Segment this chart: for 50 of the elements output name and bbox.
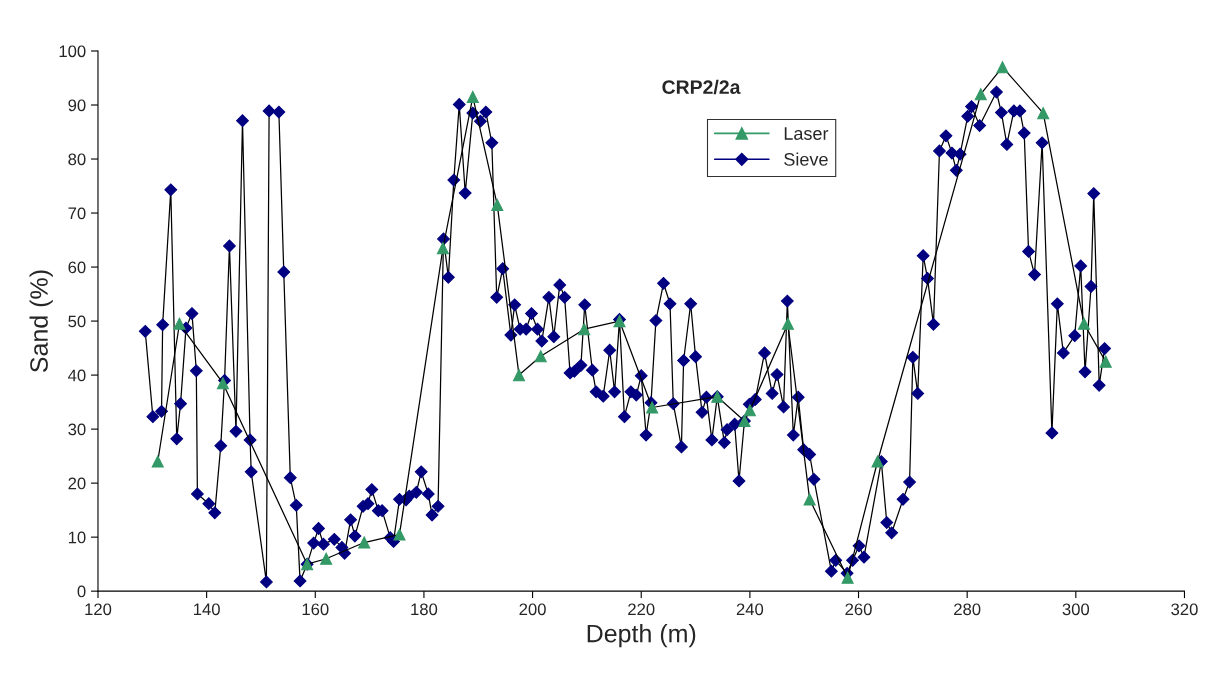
y-tick-label: 40: [68, 369, 86, 382]
x-tick-label: 300: [1062, 603, 1090, 616]
y-tick-label: 0: [77, 585, 86, 598]
point: [841, 571, 854, 584]
point: [646, 401, 659, 414]
point: [871, 455, 884, 468]
point: [1077, 317, 1091, 330]
x-tick-label: 220: [628, 603, 655, 616]
y-tick-label: 80: [68, 153, 86, 166]
point: [320, 552, 333, 565]
point: [974, 88, 987, 101]
point: [743, 404, 756, 417]
point: [358, 536, 371, 549]
x-tick-label: 140: [194, 603, 220, 616]
point: [216, 377, 230, 390]
y-tick-label: 60: [68, 261, 86, 274]
point: [578, 323, 591, 336]
y-tick-label: 70: [68, 207, 86, 220]
point: [996, 61, 1009, 74]
legend-label: Laser: [784, 127, 829, 140]
point: [173, 317, 186, 330]
point: [151, 455, 164, 468]
text: CRP2/2a: [662, 79, 741, 95]
point: [1037, 107, 1050, 120]
x-tick-label: 280: [954, 603, 981, 616]
y-tick-label: 10: [68, 531, 86, 544]
point: [534, 350, 547, 363]
y-axis-title: Sand (%): [29, 270, 53, 373]
point: [466, 90, 479, 103]
point: [491, 198, 504, 212]
y-tick-label: 100: [59, 45, 86, 58]
y-tick-label: 50: [68, 315, 86, 328]
x-tick-label: 320: [1171, 603, 1198, 616]
x-tick-label: 240: [736, 603, 764, 616]
legend-label: Sieve: [784, 152, 828, 166]
y-tick-label: 30: [68, 423, 86, 436]
point: [781, 317, 794, 330]
x-tick-label: 200: [519, 603, 546, 616]
x-tick-label: 160: [302, 603, 329, 616]
x-tick-label: 180: [411, 603, 438, 616]
x-tick-label: 260: [845, 603, 872, 616]
point: [803, 493, 816, 506]
point: [436, 242, 450, 255]
y-tick-label: 20: [68, 477, 86, 490]
x-tick-label: 120: [85, 603, 112, 616]
point: [393, 528, 406, 541]
point: [512, 369, 526, 382]
point: [1099, 355, 1112, 368]
x-axis-title: Depth (m): [587, 624, 696, 648]
y-tick-label: 90: [68, 99, 86, 112]
